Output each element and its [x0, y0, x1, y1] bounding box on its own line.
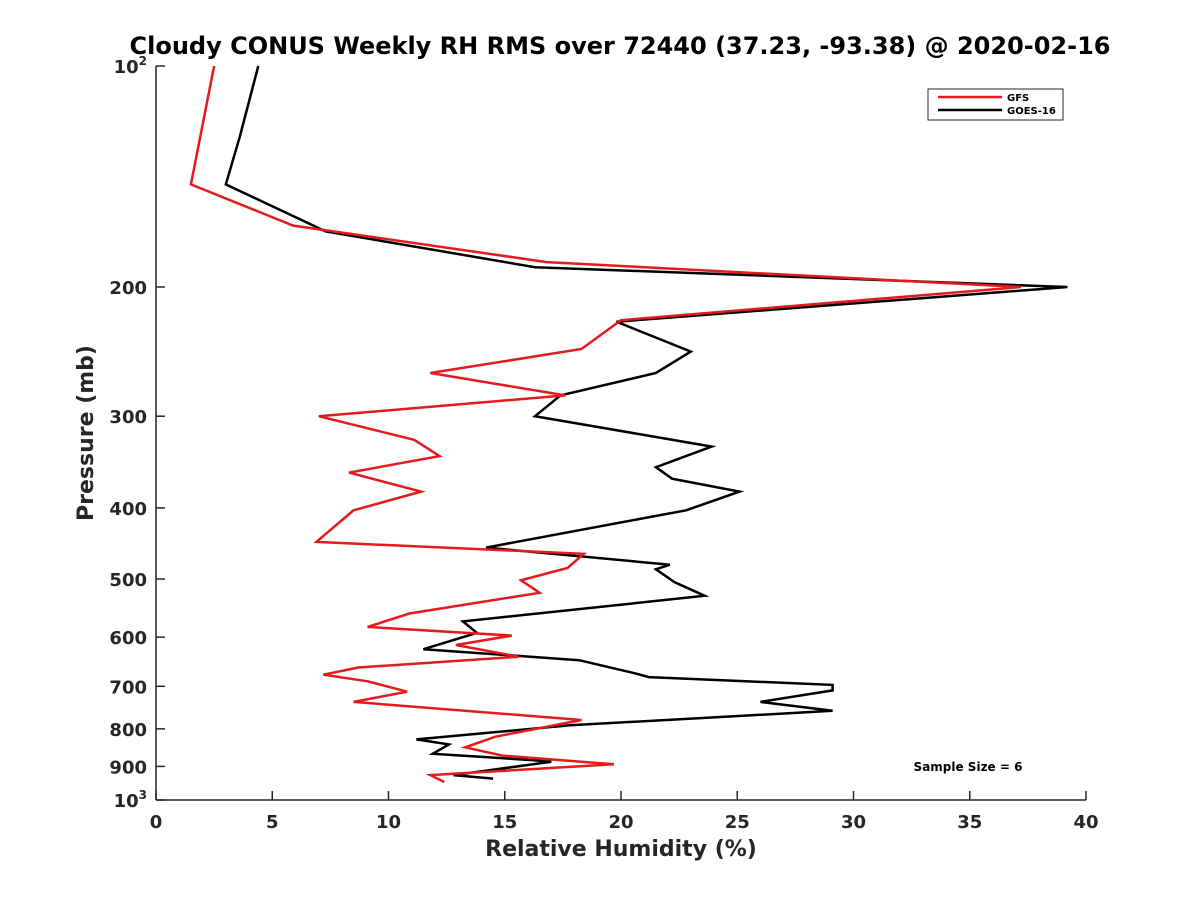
legend-label-gfs: GFS	[1007, 93, 1029, 104]
x-tick-label: 30	[841, 812, 866, 833]
x-tick-label: 0	[150, 812, 163, 833]
y-tick-label: 900	[109, 757, 147, 778]
x-axis-ticks: 0 5 10 15 20 25 30 35 40	[150, 791, 1099, 833]
series-line-gfs	[189, 65, 1022, 784]
y-tick-label: 102	[114, 54, 147, 78]
legend: GFS GOES-16	[927, 88, 1064, 121]
y-tick-base: 10	[114, 57, 139, 78]
y-tick-base: 10	[114, 791, 139, 812]
x-tick-label: 40	[1073, 812, 1098, 833]
x-tick-label: 35	[957, 812, 982, 833]
y-tick-label: 700	[109, 677, 147, 698]
y-tick-label: 200	[109, 278, 147, 299]
y-tick-exponent: 3	[139, 788, 147, 802]
series-lines	[189, 65, 1068, 784]
x-tick-label: 25	[725, 812, 750, 833]
legend-label-goes-16: GOES-16	[1007, 106, 1056, 117]
x-tick-label: 5	[266, 812, 279, 833]
y-tick-label: 300	[109, 407, 147, 428]
legend-box	[927, 88, 1064, 121]
y-tick-exponent: 2	[139, 54, 147, 68]
chart-title: Cloudy CONUS Weekly RH RMS over 72440 (3…	[130, 32, 1111, 60]
y-tick-label: 400	[109, 499, 147, 520]
y-tick-label: 600	[109, 628, 147, 649]
y-tick-label: 800	[109, 720, 147, 741]
y-tick-label: 500	[109, 570, 147, 591]
y-axis-label: Pressure (mb)	[74, 345, 99, 521]
series-line-goes-16	[224, 65, 1068, 780]
y-tick-label: 103	[114, 788, 147, 812]
sample-size-annotation: Sample Size = 6	[914, 760, 1023, 774]
x-tick-label: 20	[608, 812, 633, 833]
x-axis-label: Relative Humidity (%)	[485, 837, 757, 862]
x-tick-label: 10	[376, 812, 401, 833]
x-tick-label: 15	[492, 812, 517, 833]
